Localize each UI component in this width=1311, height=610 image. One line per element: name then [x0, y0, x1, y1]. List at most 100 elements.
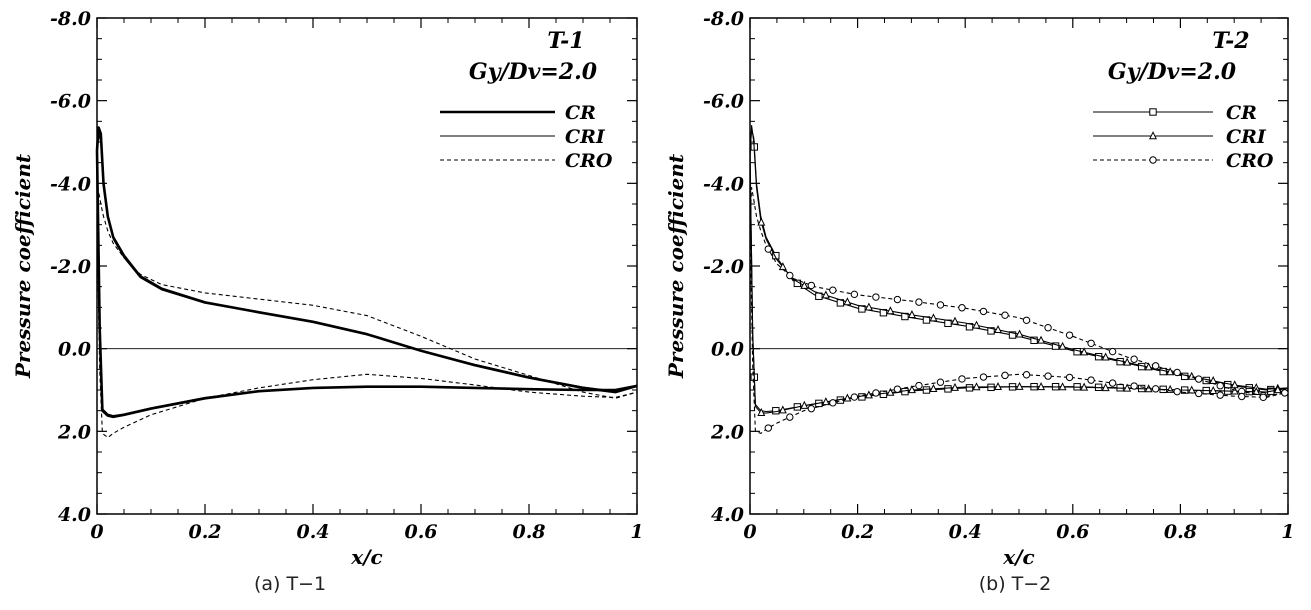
data-point [872, 389, 880, 397]
data-point [886, 387, 895, 396]
series-line-cr-upper [749, 129, 1289, 391]
data-point [1080, 382, 1089, 391]
series-line-cri-lower [749, 158, 1289, 414]
data-point [979, 373, 988, 381]
data-point [1259, 393, 1267, 402]
data-point [1216, 391, 1224, 399]
series-line-cri-lower [96, 158, 638, 417]
data-point [994, 325, 1003, 334]
data-point [944, 385, 952, 393]
y-tick-label: 4.0 [58, 504, 91, 526]
data-point [1273, 385, 1282, 394]
data-point [1051, 342, 1060, 350]
data-point [987, 327, 995, 335]
data-point [864, 390, 873, 399]
data-point [915, 298, 923, 306]
data-point [929, 313, 938, 322]
data-point [1015, 329, 1024, 338]
data-point [907, 310, 916, 319]
data-point [1202, 376, 1210, 385]
x-tick-label: 0.6 [404, 521, 437, 543]
y-tick-label: -2.0 [703, 256, 744, 278]
data-point [965, 384, 974, 392]
data-point [1065, 331, 1074, 339]
y-tick-label: -8.0 [703, 8, 744, 30]
series-line-cri-upper [749, 124, 1289, 390]
data-point [1037, 335, 1046, 344]
data-point [950, 316, 959, 325]
y-tick-label: -6.0 [703, 91, 744, 113]
data-point [1209, 385, 1218, 394]
data-point [1044, 372, 1052, 380]
data-point [893, 295, 902, 304]
data-point [1065, 373, 1074, 382]
data-point [994, 382, 1003, 391]
data-point [907, 385, 916, 394]
y-tick-label: 2.0 [57, 421, 91, 443]
data-point [1022, 371, 1031, 379]
data-point [778, 405, 787, 414]
y-tick-label: -8.0 [50, 8, 91, 30]
data-point [936, 378, 945, 386]
x-tick-label: 0.4 [949, 521, 982, 543]
data-point [1216, 382, 1224, 390]
data-point [1101, 352, 1110, 361]
data-point [1173, 387, 1181, 396]
panel-caption: (b) T−2 [979, 573, 1052, 595]
data-point [1001, 311, 1009, 319]
data-point [821, 290, 830, 299]
data-point [1015, 381, 1024, 390]
y-tick-label: -2.0 [50, 256, 91, 278]
data-point [1181, 372, 1189, 381]
data-point [850, 290, 859, 299]
series-line-cro-lower [96, 224, 638, 439]
data-point [821, 397, 830, 406]
data-point [1151, 362, 1160, 370]
data-point [915, 381, 923, 390]
data-point [764, 424, 772, 432]
legend-marker-cr [1149, 108, 1157, 116]
x-axis-label: x/c [1002, 545, 1034, 569]
data-point [1030, 336, 1038, 345]
data-point [1151, 385, 1160, 393]
chart-title: T-1 [547, 28, 584, 54]
data-point [972, 382, 981, 391]
x-tick-label: 0.8 [512, 521, 545, 543]
data-point [807, 281, 816, 290]
x-tick-label: 0 [90, 521, 103, 543]
data-point [872, 293, 880, 301]
legend-label-cro: CRO [1226, 150, 1274, 172]
data-point [864, 302, 873, 311]
data-point [800, 400, 809, 409]
data-point [1281, 389, 1289, 397]
data-point [950, 382, 959, 391]
data-point [757, 217, 766, 226]
series-cri [749, 124, 1289, 416]
data-point [1087, 376, 1095, 384]
data-point [893, 385, 902, 393]
x-tick-label: 0.2 [841, 521, 874, 543]
data-point [1108, 347, 1117, 356]
x-tick-label: 1 [1281, 521, 1294, 543]
data-point [958, 304, 966, 312]
x-tick-label: 0.6 [1056, 521, 1089, 543]
data-point [886, 306, 895, 315]
x-axis-label: x/c [350, 545, 382, 569]
x-tick-label: 0.8 [1164, 521, 1197, 543]
legend-label-cri: CRI [1226, 126, 1267, 148]
x-tick-label: 0.4 [296, 521, 329, 543]
data-point [1080, 347, 1089, 356]
chart-title: T-2 [1212, 28, 1249, 54]
y-tick-label: -6.0 [50, 91, 91, 113]
legend-marker-cro [1149, 156, 1157, 164]
data-point [929, 383, 938, 393]
data-point [764, 245, 772, 253]
data-point [843, 297, 852, 306]
legend-label-cr: CR [565, 102, 596, 124]
chart-subtitle: Gy/Dv=2.0 [1108, 59, 1237, 85]
data-point [786, 271, 794, 280]
y-tick-label: -4.0 [703, 173, 744, 195]
data-point [1194, 389, 1203, 398]
y-tick-label: 0.0 [58, 339, 91, 361]
data-point [1123, 357, 1132, 366]
